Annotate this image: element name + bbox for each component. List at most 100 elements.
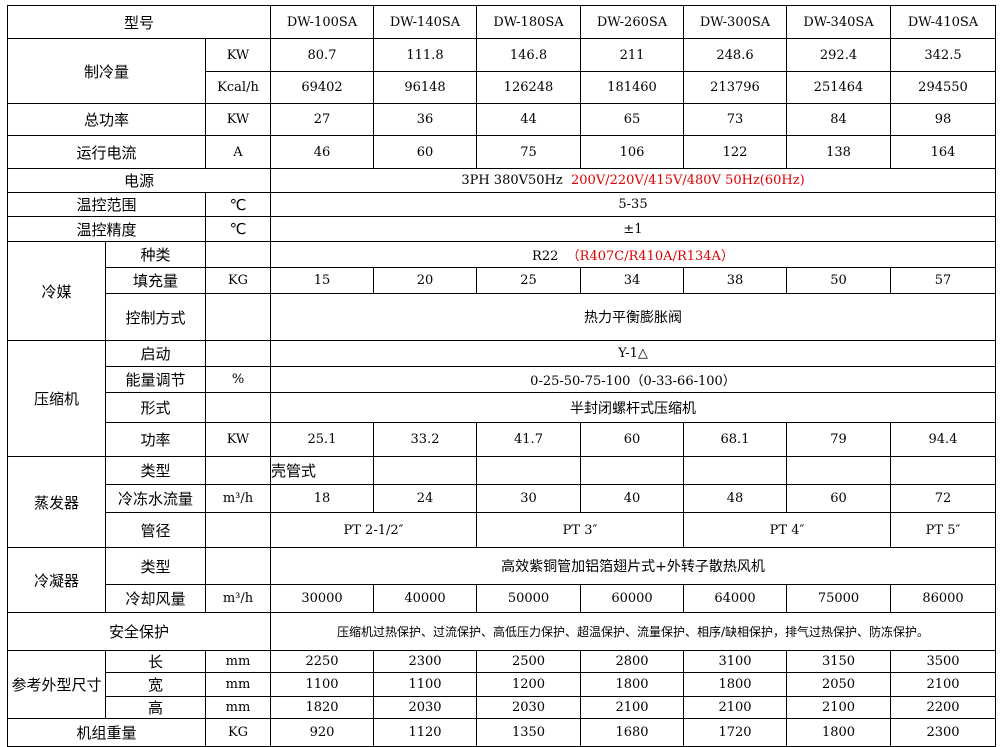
value-cell: 1720 xyxy=(683,718,787,747)
value-cell: 18 xyxy=(270,484,374,513)
value-cell: 2030 xyxy=(373,696,477,719)
value-cell: 48 xyxy=(683,484,787,513)
spec-table: 型号 DW-100SA DW-140SA DW-180SA DW-260SA DW-300… xyxy=(7,5,996,747)
table-row: 机组重量 KG 920 1120 1350 1680 1720 1800 2300 xyxy=(7,718,996,747)
table-row: 冷冻水流量 m³/h 18 24 30 40 48 60 72 xyxy=(8,484,996,513)
value-cell: 60 xyxy=(580,422,684,457)
value-cell: 2500 xyxy=(476,650,581,673)
value-cell: 96148 xyxy=(373,71,477,104)
model-name: DW-340SA xyxy=(786,5,891,39)
table-row: 功率 KW 25.1 33.2 41.7 60 68.1 79 94.4 xyxy=(8,422,996,457)
value-cell: 86000 xyxy=(890,584,996,613)
group-label: 冷媒 xyxy=(7,241,106,341)
empty-cell xyxy=(205,512,271,548)
table-row: 冷凝器 类型 高效紫铜管加铝箔翅片式+外转子散热风机 xyxy=(7,547,996,613)
table-row: 蒸发器 类型 壳管式 xyxy=(7,456,996,548)
value-cell: 40000 xyxy=(373,584,477,613)
value-cell: 24 xyxy=(373,484,477,513)
label-cell: 机组重量 xyxy=(7,718,206,747)
empty-cell xyxy=(205,392,271,423)
label-cell: 高 xyxy=(105,696,206,719)
temp-range-value: 5-35 xyxy=(270,192,996,217)
label-cell: 冷却风量 xyxy=(105,584,206,613)
value-cell: 1200 xyxy=(476,672,581,697)
model-name: DW-410SA xyxy=(890,5,996,39)
value-cell: 248.6 xyxy=(683,38,787,72)
label-cell: 形式 xyxy=(105,392,206,423)
label-cell: 运行电流 xyxy=(7,135,206,169)
unit-cell: mm xyxy=(205,650,271,673)
label-cell: 长 xyxy=(105,650,206,673)
table-row: 冷媒 种类 R22 （R407C/R410A/R134A） xyxy=(7,241,996,341)
group-label: 压缩机 xyxy=(7,340,106,457)
value-cell: 46 xyxy=(270,135,374,169)
label-cell: 管径 xyxy=(105,512,206,548)
value-cell: 1100 xyxy=(270,672,374,697)
alternative-value: 200V/220V/415V/480V 50Hz(60Hz) xyxy=(571,173,805,188)
condenser-type-value: 高效紫铜管加铝箔翅片式+外转子散热风机 xyxy=(270,547,996,585)
empty-cell xyxy=(683,456,787,485)
value-cell: 294550 xyxy=(890,71,996,104)
value-cell: 33.2 xyxy=(373,422,477,457)
table-row: 能量调节% 0-25-50-75-100（0-33-66-100） xyxy=(8,366,996,393)
value-cell: 146.8 xyxy=(476,38,581,72)
value-cell: 1820 xyxy=(270,696,374,719)
group-label: 冷凝器 xyxy=(7,547,106,613)
value-cell: 80.7 xyxy=(270,38,374,72)
label-cell: 控制方式 xyxy=(105,293,206,341)
value-cell: 1680 xyxy=(580,718,684,747)
group-label: 蒸发器 xyxy=(7,456,106,548)
value-cell: 60 xyxy=(373,135,477,169)
table-row: 管径 PT 2-1/2″ PT 3″ PT 4″ PT 5″ xyxy=(8,512,996,548)
temp-precision-value: ±1 xyxy=(270,216,996,242)
table-row: Kcal/h 69402 96148 126248 181460 213796 251464… xyxy=(8,71,996,104)
pipe-size: PT 2-1/2″ xyxy=(270,512,477,548)
refrigerant-type-value: R22 （R407C/R410A/R134A） xyxy=(270,241,996,268)
value-cell: 75000 xyxy=(786,584,891,613)
value-cell: 2300 xyxy=(890,718,996,747)
value-cell: 38 xyxy=(683,267,787,294)
primary-value: 3PH 380V50Hz xyxy=(461,173,563,188)
value-cell: 1100 xyxy=(373,672,477,697)
evaporator-type-value: 壳管式 xyxy=(270,456,374,485)
label-cell: 能量调节 xyxy=(105,366,206,393)
empty-cell xyxy=(205,293,271,341)
value-cell: 50000 xyxy=(476,584,581,613)
value-cell: 2100 xyxy=(580,696,684,719)
empty-cell xyxy=(205,547,271,585)
value-cell: 30000 xyxy=(270,584,374,613)
value-cell: 251464 xyxy=(786,71,891,104)
unit-cell: m³/h xyxy=(205,484,271,513)
unit-cell: A xyxy=(205,135,271,169)
table-row: 温控精度 ℃ ±1 xyxy=(7,216,996,242)
pipe-size: PT 5″ xyxy=(890,512,996,548)
control-method-value: 热力平衡膨胀阀 xyxy=(270,293,996,341)
primary-value: R22 xyxy=(532,249,559,264)
group-label: 参考外型尺寸 xyxy=(7,650,106,719)
value-cell: 25.1 xyxy=(270,422,374,457)
table-row: 安全保护 压缩机过热保护、过流保护、高低压力保护、超温保护、流量保护、相序/缺相保… xyxy=(7,612,996,651)
empty-cell xyxy=(580,456,684,485)
value-cell: 27 xyxy=(270,103,374,136)
unit-cell: Kcal/h xyxy=(205,71,271,104)
unit-cell: KW xyxy=(205,422,271,457)
value-cell: 1800 xyxy=(683,672,787,697)
value-cell: 60 xyxy=(786,484,891,513)
model-name: DW-140SA xyxy=(373,5,477,39)
empty-cell xyxy=(786,456,891,485)
model-name: DW-180SA xyxy=(476,5,581,39)
safety-value: 压缩机过热保护、过流保护、高低压力保护、超温保护、流量保护、相序/缺相保护，排气… xyxy=(270,612,996,651)
empty-cell xyxy=(890,456,996,485)
empty-cell xyxy=(476,456,581,485)
start-value: Y-1△ xyxy=(270,340,996,367)
value-cell: 126248 xyxy=(476,71,581,104)
value-cell: 122 xyxy=(683,135,787,169)
value-cell: 2030 xyxy=(476,696,581,719)
value-cell: 2100 xyxy=(786,696,891,719)
table-row: 参考外型尺寸长 mm 2250 2300 2500 2800 3100 3150 3500 xyxy=(7,650,996,719)
label-cell: 安全保护 xyxy=(7,612,271,651)
empty-cell xyxy=(205,340,271,367)
value-cell: 41.7 xyxy=(476,422,581,457)
unit-cell: ℃ xyxy=(205,216,271,242)
table-row: 形式 半封闭螺杆式压缩机 xyxy=(8,392,996,423)
